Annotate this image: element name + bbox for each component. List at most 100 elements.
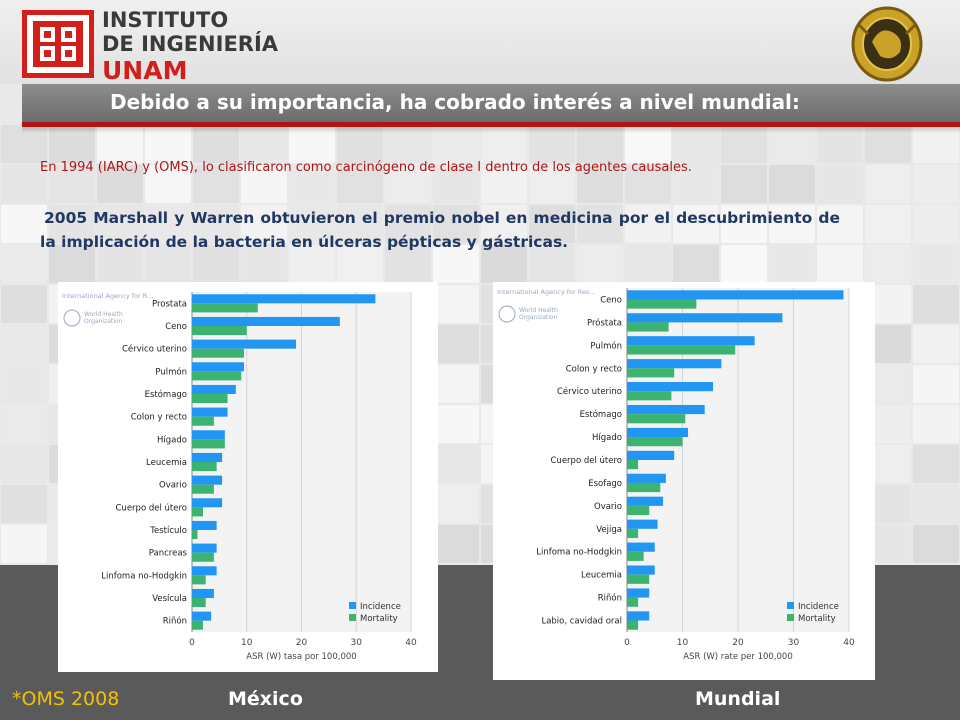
background-tile (193, 165, 239, 203)
background-tile (769, 165, 815, 203)
background-tile (817, 125, 863, 163)
x-tick-label: 0 (624, 638, 630, 648)
background-tile (865, 245, 911, 283)
background-tile (577, 125, 623, 163)
x-tick-label: 30 (351, 638, 363, 648)
bar-mortality (192, 439, 225, 449)
chart-world-panel: 0 10 20 30 40 International Agency for Res...… (493, 282, 875, 680)
category-label: Labio, cavidad oral (541, 617, 622, 627)
bar-mortality (627, 391, 672, 401)
category-label: Vejiga (596, 525, 622, 535)
bar-incidence (627, 450, 675, 460)
background-tile (433, 285, 479, 323)
background-tile (1, 525, 47, 563)
background-tile (289, 245, 335, 283)
title-bar: Debido a su importancia, ha cobrado inte… (22, 84, 960, 127)
bar-incidence (192, 294, 376, 304)
bar-incidence (192, 520, 217, 530)
bar-incidence (192, 475, 223, 485)
institute-logo-text: INSTITUTO DE INGENIERÍA UNAM (102, 10, 278, 86)
bar-incidence (627, 611, 650, 621)
background-tile (193, 245, 239, 283)
category-label: Pulmón (155, 366, 187, 377)
background-tile (769, 205, 815, 243)
background-tile (337, 205, 383, 243)
category-label: Linfoma no-Hodgkin (536, 548, 622, 558)
bar-mortality (192, 507, 203, 517)
background-tile (625, 245, 671, 283)
category-label: Esofago (588, 479, 622, 489)
background-tile (913, 325, 959, 363)
category-label: Ceno (165, 322, 187, 332)
category-label: Cérvico uterino (557, 386, 622, 397)
background-tile (433, 485, 479, 523)
background-tile (625, 125, 671, 163)
category-label: Colon y recto (566, 364, 622, 374)
who-logo-text: World Health (519, 307, 558, 314)
bar-incidence (627, 496, 664, 506)
background-tile (193, 205, 239, 243)
background-tile (1, 325, 47, 363)
bar-mortality (192, 552, 214, 562)
background-tile (1, 485, 47, 523)
legend-swatch (787, 602, 794, 609)
bar-incidence (627, 290, 844, 300)
who-logo-icon (498, 305, 516, 323)
category-label: Hígado (157, 435, 187, 445)
background-tile (1, 405, 47, 443)
category-label: Próstata (587, 317, 622, 328)
background-tile (481, 125, 527, 163)
bar-mortality (192, 394, 228, 404)
x-tick-label: 10 (241, 638, 253, 648)
background-tile (817, 165, 863, 203)
background-tile (913, 485, 959, 523)
bar-incidence (627, 565, 655, 575)
bar-mortality (627, 345, 736, 355)
bar-mortality (627, 482, 661, 493)
background-tile (673, 125, 719, 163)
background-tile (481, 165, 527, 203)
background-tile (145, 165, 191, 203)
x-tick-label: 40 (405, 638, 417, 648)
background-tile (241, 125, 287, 163)
background-tile (913, 285, 959, 323)
background-tile (1, 125, 47, 163)
bar-incidence (627, 588, 650, 598)
bar-mortality (627, 414, 686, 424)
bar-mortality (627, 460, 639, 470)
bar-incidence (627, 336, 755, 346)
background-tile (385, 205, 431, 243)
background-tile (385, 245, 431, 283)
background-tile (49, 205, 95, 243)
category-label: Riñón (163, 616, 187, 627)
background-tile (433, 525, 479, 563)
background-tile (817, 205, 863, 243)
background-tile (385, 125, 431, 163)
bar-incidence (627, 359, 722, 369)
background-tile (433, 325, 479, 363)
background-tile (865, 125, 911, 163)
background-tile (865, 165, 911, 203)
bar-mortality (192, 598, 206, 608)
category-label: Ovario (159, 481, 187, 491)
background-tile (337, 125, 383, 163)
background-tile (433, 165, 479, 203)
legend-label: Mortality (798, 614, 836, 624)
background-tile (97, 205, 143, 243)
background-tile (49, 125, 95, 163)
who-logo-text: Organization (84, 318, 123, 325)
bar-incidence (192, 566, 217, 576)
background-tile (721, 245, 767, 283)
background-tile (673, 165, 719, 203)
logo-line-1: INSTITUTO (102, 8, 229, 32)
bar-mortality (192, 326, 247, 336)
category-label: Leucemia (146, 458, 187, 468)
background-tile (529, 165, 575, 203)
bar-incidence (627, 519, 658, 529)
background-tile (433, 365, 479, 403)
background-tile (769, 125, 815, 163)
logo-line-3: UNAM (102, 56, 188, 85)
bar-incidence (192, 316, 340, 326)
background-tile (49, 245, 95, 283)
background-tile (721, 165, 767, 203)
